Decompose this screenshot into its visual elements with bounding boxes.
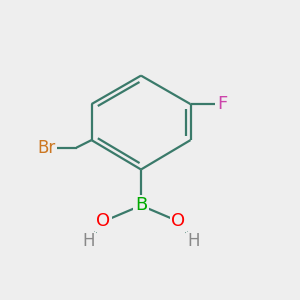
- Text: F: F: [217, 95, 227, 113]
- Text: H: H: [187, 232, 200, 250]
- Text: O: O: [96, 212, 111, 230]
- Text: O: O: [171, 212, 186, 230]
- Text: Br: Br: [38, 139, 56, 157]
- Text: H: H: [82, 232, 95, 250]
- Text: B: B: [135, 196, 147, 214]
